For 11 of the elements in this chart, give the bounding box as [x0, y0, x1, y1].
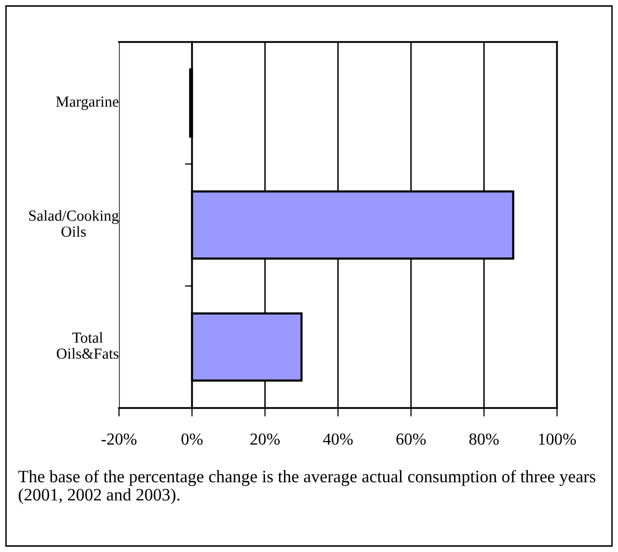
- x-tick-label: 40%: [323, 433, 353, 445]
- x-tick-label: 80%: [469, 433, 499, 445]
- x-tick-label: 100%: [539, 433, 576, 445]
- x-tick-label: 20%: [250, 433, 280, 445]
- y-tick-label: Total Oils&Fats: [56, 332, 118, 359]
- x-tick-label: -20%: [102, 433, 136, 445]
- text: The base of the percentage change is the average actual consumption of three years (2001, 2002 and 2003).: [18, 470, 596, 504]
- x-tick-label: 60%: [396, 433, 426, 445]
- y-tick-label: Salad/Cooking Oils: [29, 210, 119, 237]
- x-tick-label: 0%: [182, 433, 203, 445]
- y-tick-label: Margarine: [56, 96, 118, 110]
